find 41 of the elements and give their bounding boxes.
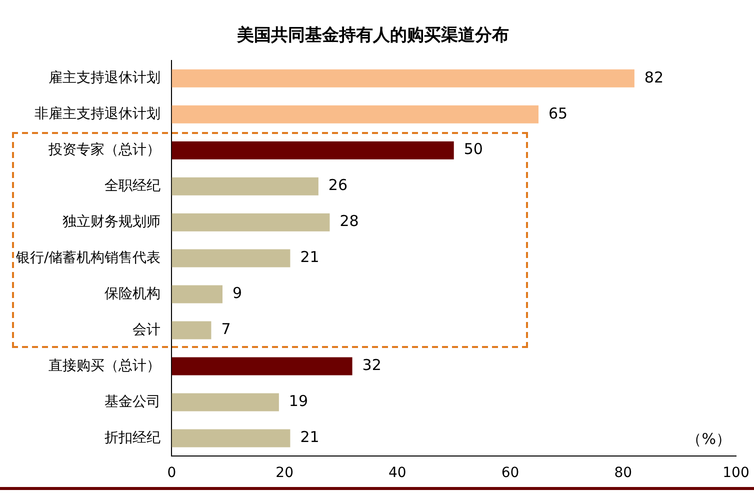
x-tick-label: 60 [501, 465, 520, 482]
chart-title: 美国共同基金持有人的购买渠道分布 [236, 26, 509, 46]
bar [172, 285, 223, 304]
x-tick-label: 40 [388, 465, 406, 482]
bar [172, 177, 318, 196]
y-tick-label: 保险机构 [104, 286, 161, 302]
data-label: 65 [548, 104, 568, 122]
data-label: 21 [300, 428, 320, 446]
x-tick-label: 20 [276, 465, 294, 482]
y-tick-label: 投资专家（总计） [48, 142, 161, 158]
y-tick-label: 会计 [132, 322, 161, 338]
annotation: （%） [686, 430, 731, 448]
data-label: 19 [288, 392, 308, 410]
data-label: 28 [340, 212, 359, 230]
bar [172, 321, 212, 340]
data-label: 26 [328, 176, 348, 194]
bar [172, 249, 290, 268]
data-label: 9 [232, 284, 242, 302]
y-tick-label: 基金公司 [104, 394, 161, 410]
y-tick-label: 全职经纪 [104, 178, 161, 194]
data-label: 21 [300, 248, 320, 266]
x-tick-label: 0 [167, 465, 176, 482]
bar [172, 213, 330, 232]
data-label: 32 [362, 356, 382, 374]
bar [172, 69, 634, 88]
y-tick-label: 银行/储蓄机构销售代表 [15, 250, 161, 266]
data-label: 82 [644, 68, 664, 86]
y-tick-label: 雇主支持退休计划 [48, 70, 161, 86]
bar [172, 141, 454, 160]
x-tick-label: 80 [614, 465, 632, 482]
data-label: 7 [221, 320, 231, 338]
bar [172, 357, 352, 376]
y-tick-label: 独立财务规划师 [62, 214, 161, 230]
bar [172, 393, 279, 412]
y-tick-label: 折扣经纪 [104, 430, 161, 446]
bar [172, 429, 290, 448]
y-tick-label: 非雇主支持退休计划 [34, 106, 161, 122]
data-label: 50 [464, 140, 483, 158]
bar [172, 105, 538, 124]
y-tick-label: 直接购买（总计） [48, 358, 161, 374]
x-tick-label: 100 [722, 465, 750, 482]
